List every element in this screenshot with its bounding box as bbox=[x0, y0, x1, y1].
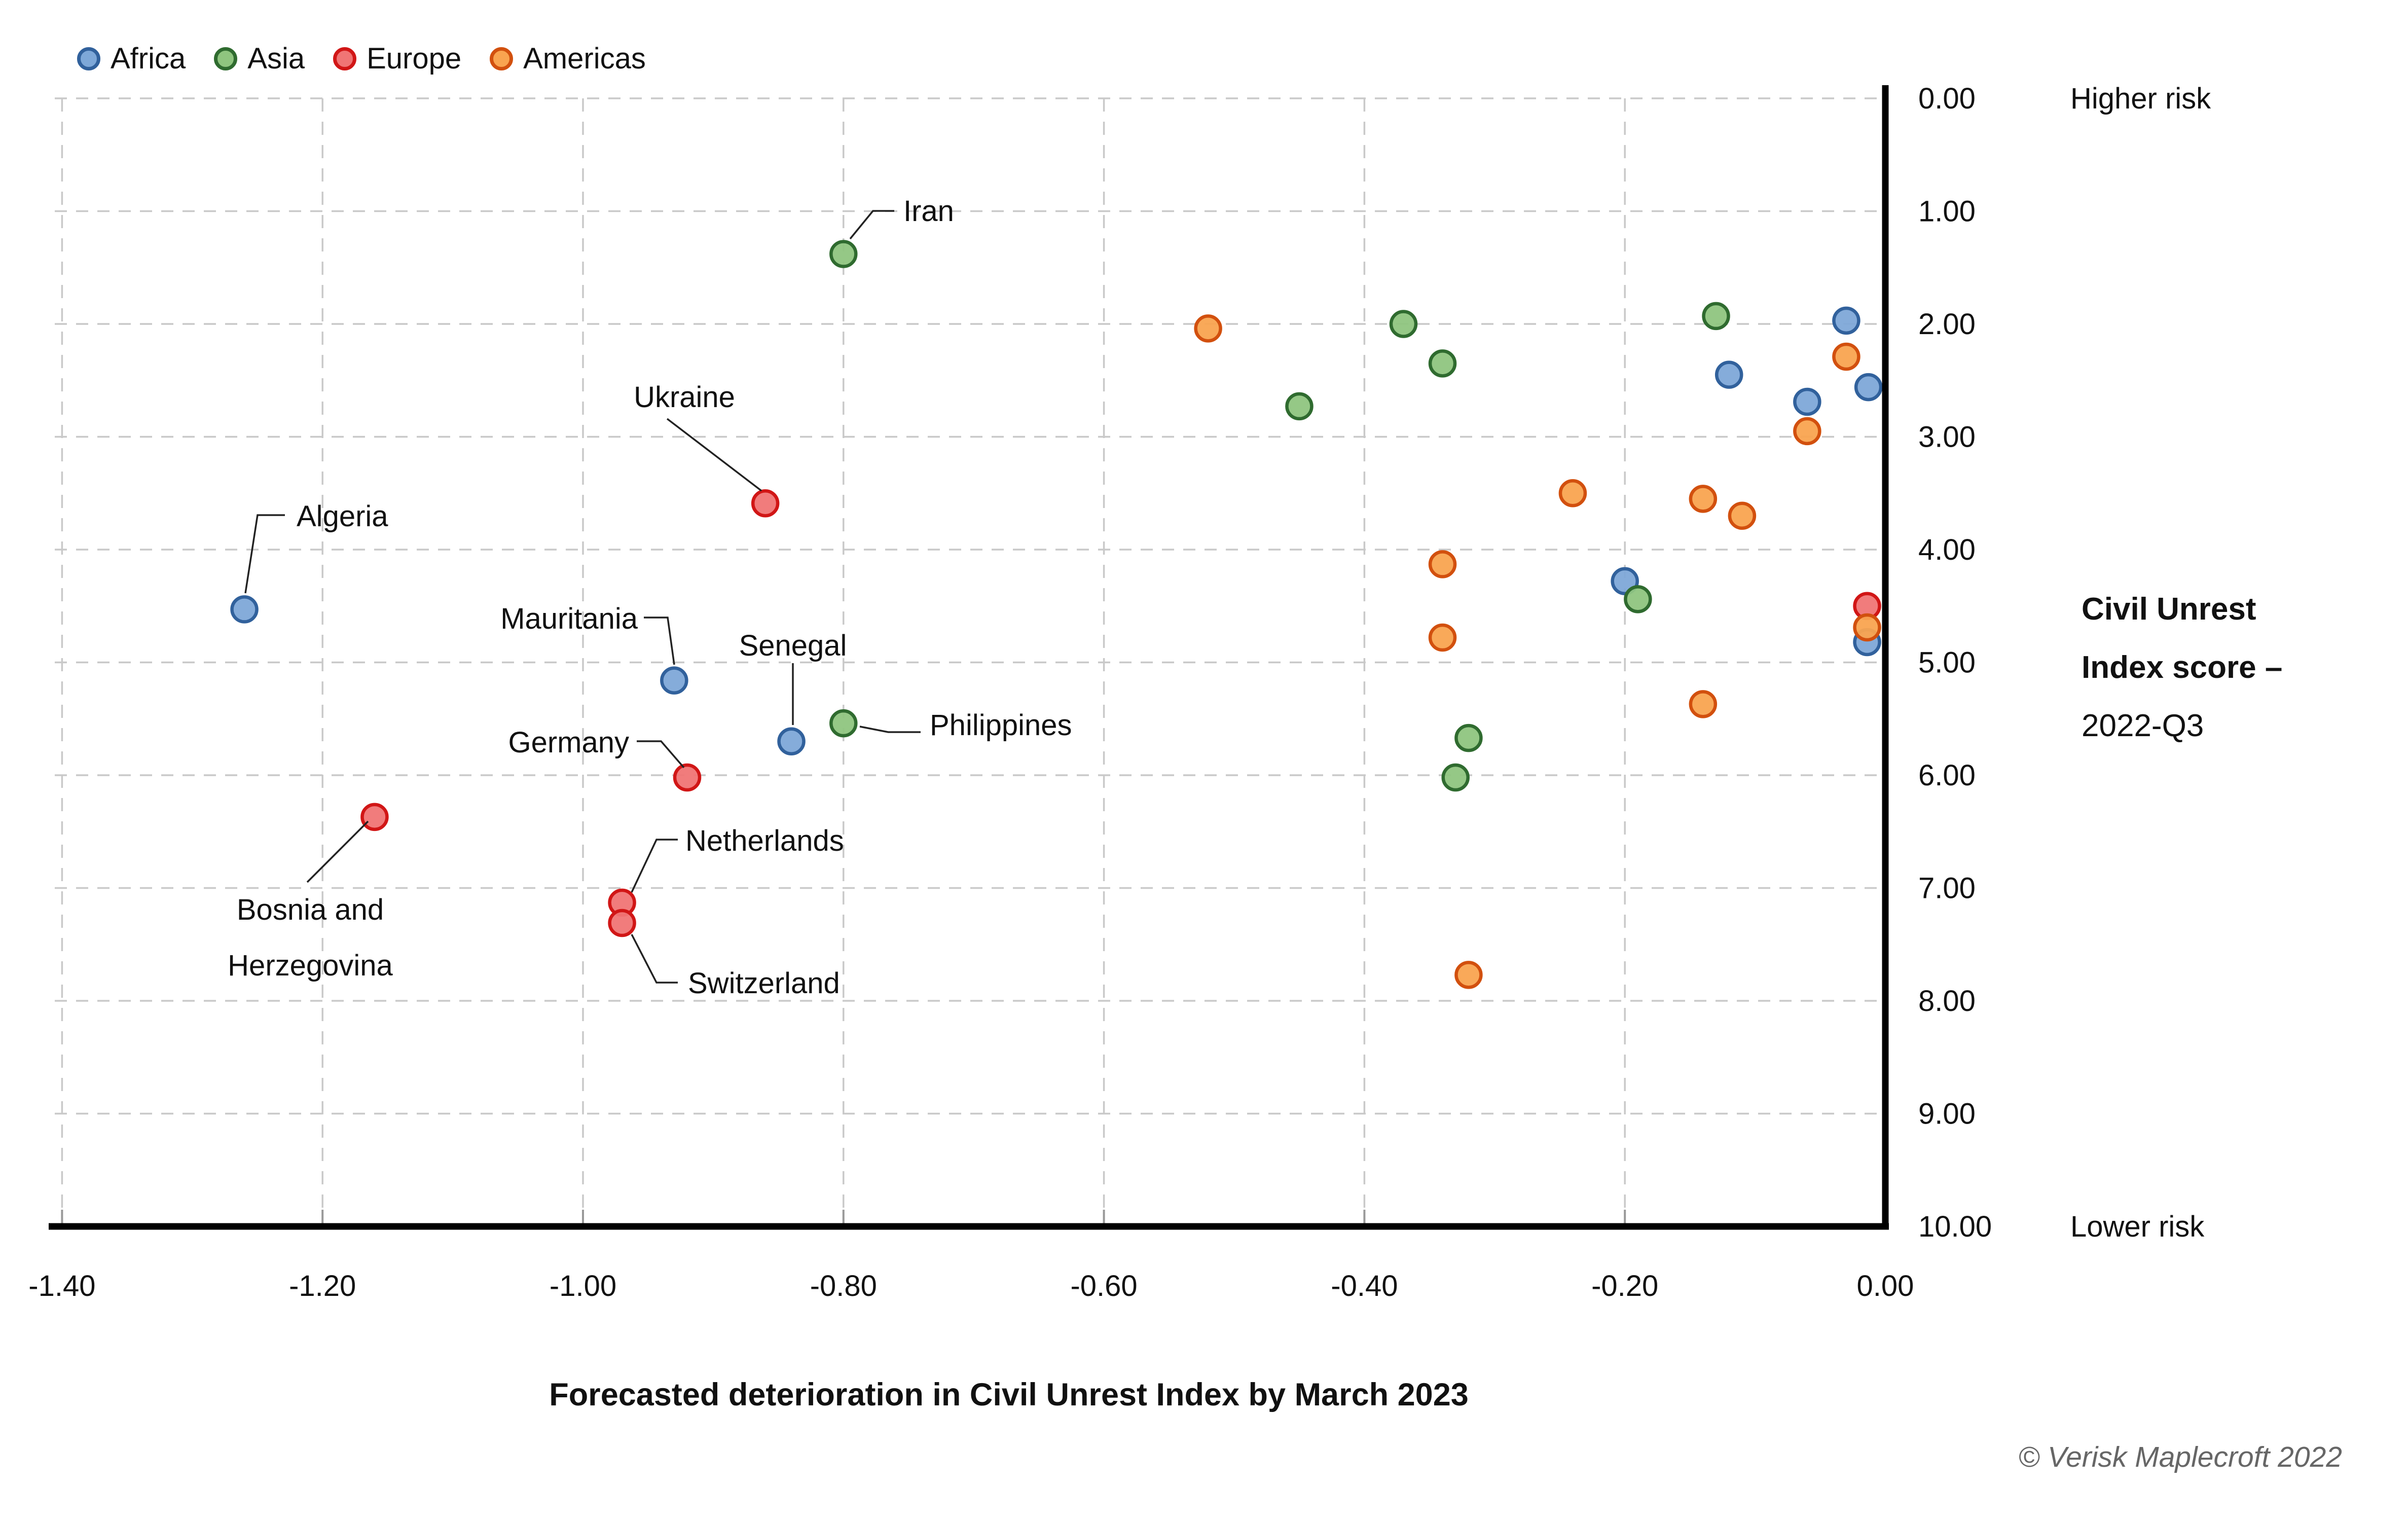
legend-item-americas: Americas bbox=[490, 42, 646, 76]
legend-swatch-icon bbox=[214, 47, 238, 70]
data-point-bosnia-and-herzegovina bbox=[360, 803, 389, 831]
x-tick-label: -0.60 bbox=[1070, 1270, 1137, 1302]
data-point-asia bbox=[1441, 763, 1470, 792]
data-point-asia bbox=[1428, 349, 1457, 378]
y-tick-label: 10.00 bbox=[1918, 1210, 1992, 1243]
data-point-iran bbox=[829, 240, 858, 268]
data-point-senegal bbox=[777, 727, 806, 755]
annotation-label: Germany bbox=[508, 726, 629, 759]
y-tick-label: 6.00 bbox=[1918, 759, 1976, 792]
data-point-switzerland bbox=[608, 909, 636, 937]
annotation-label: Iran bbox=[903, 195, 954, 228]
y-tick-label: 4.00 bbox=[1918, 533, 1976, 566]
legend-swatch-icon bbox=[77, 47, 100, 70]
data-point-mauritania bbox=[660, 666, 688, 695]
y-axis-title: Civil Unrest Index score –2022-Q3 bbox=[2082, 592, 2282, 743]
y-axis-top-note: Higher risk bbox=[2070, 82, 2211, 115]
annotation-leader-netherlands bbox=[631, 839, 678, 893]
data-point-africa bbox=[1714, 360, 1743, 389]
legend-swatch-icon bbox=[490, 47, 514, 70]
annotation-label: Netherlands bbox=[685, 824, 844, 857]
legend: Africa Asia Europe Americas bbox=[77, 42, 646, 76]
data-point-americas bbox=[1832, 342, 1860, 371]
data-point-americas bbox=[1194, 314, 1222, 343]
annotation-leader-algeria bbox=[244, 514, 285, 594]
annotation-leader-iran bbox=[849, 210, 894, 240]
data-point-americas bbox=[1689, 690, 1718, 718]
y-tick-label: 3.00 bbox=[1918, 421, 1976, 454]
legend-swatch-icon bbox=[333, 47, 357, 70]
data-point-africa bbox=[1793, 387, 1821, 416]
x-tick-label: -0.40 bbox=[1331, 1270, 1398, 1302]
legend-label: Americas bbox=[523, 42, 646, 75]
y-tick-label: 0.00 bbox=[1918, 82, 1976, 115]
y-tick-label: 7.00 bbox=[1918, 872, 1976, 905]
y-tick-label: 1.00 bbox=[1918, 195, 1976, 228]
annotation-label: Mauritania bbox=[500, 602, 638, 635]
data-point-americas bbox=[1454, 961, 1483, 989]
annotation-label: Bosnia and Herzegovina bbox=[228, 893, 393, 982]
x-tick-label: -1.20 bbox=[289, 1270, 356, 1302]
chart-title: Forecasted deterioration in Civil Unrest… bbox=[549, 1377, 1469, 1413]
data-point-asia bbox=[1702, 302, 1730, 331]
annotation-leader-bosnia-and bbox=[306, 820, 369, 883]
data-point-germany bbox=[673, 763, 702, 792]
x-tick-label: -1.00 bbox=[550, 1270, 616, 1302]
legend-item-europe: Europe bbox=[333, 42, 461, 76]
data-point-americas bbox=[1853, 613, 1881, 642]
data-point-philippines bbox=[829, 709, 858, 738]
annotation-label: Senegal bbox=[739, 629, 847, 662]
data-point-asia bbox=[1389, 310, 1418, 338]
annotation-leader-switzerland bbox=[631, 934, 678, 984]
data-point-africa bbox=[1854, 373, 1883, 402]
legend-label: Asia bbox=[247, 42, 305, 75]
data-point-africa bbox=[1832, 306, 1860, 335]
annotation-label: Ukraine bbox=[634, 381, 735, 414]
y-tick-label: 9.00 bbox=[1918, 1098, 1976, 1131]
data-point-americas bbox=[1428, 623, 1457, 652]
annotation-leader-ukraine bbox=[666, 418, 762, 492]
data-point-americas bbox=[1558, 479, 1587, 508]
annotation-leader-philippines bbox=[859, 726, 921, 733]
x-tick-label: 0.00 bbox=[1857, 1270, 1914, 1302]
x-tick-label: -0.20 bbox=[1591, 1270, 1658, 1302]
y-tick-label: 5.00 bbox=[1918, 646, 1976, 679]
annotation-leader-mauritania bbox=[644, 617, 675, 665]
data-point-asia bbox=[1285, 392, 1314, 421]
legend-label: Africa bbox=[111, 42, 186, 75]
data-point-americas bbox=[1689, 485, 1718, 513]
annotation-label: Philippines bbox=[930, 709, 1072, 742]
copyright-note: © Verisk Maplecroft 2022 bbox=[2018, 1441, 2342, 1473]
legend-label: Europe bbox=[367, 42, 462, 75]
data-point-asia bbox=[1454, 723, 1483, 752]
data-point-algeria bbox=[230, 595, 259, 624]
data-point-americas bbox=[1793, 417, 1821, 446]
data-point-americas bbox=[1728, 501, 1757, 530]
annotation-leader-germany bbox=[637, 740, 685, 769]
annotation-label: Switzerland bbox=[688, 967, 840, 1000]
data-point-ukraine bbox=[751, 489, 780, 518]
y-tick-label: 8.00 bbox=[1918, 985, 1976, 1018]
data-point-americas bbox=[1428, 550, 1457, 578]
y-tick-label: 2.00 bbox=[1918, 308, 1976, 341]
annotation-label: Algeria bbox=[297, 500, 388, 533]
x-tick-label: -0.80 bbox=[810, 1270, 877, 1302]
x-tick-label: -1.40 bbox=[28, 1270, 95, 1302]
legend-item-africa: Africa bbox=[77, 42, 186, 76]
data-point-asia bbox=[1624, 585, 1652, 613]
y-axis-bottom-note: Lower risk bbox=[2070, 1210, 2205, 1243]
legend-item-asia: Asia bbox=[214, 42, 305, 76]
